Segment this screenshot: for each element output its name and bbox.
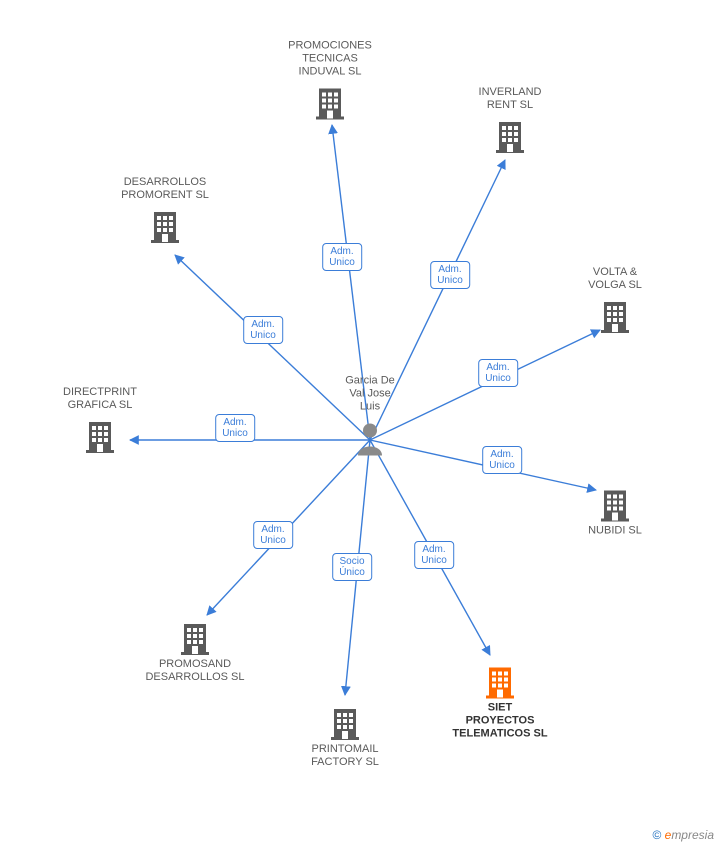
edge-label: Adm. Unico [478, 359, 518, 387]
edge-label: Adm. Unico [482, 446, 522, 474]
company-node-printomail: PRINTOMAIL FACTORY SL [285, 701, 405, 769]
edge-label: Adm. Unico [253, 521, 293, 549]
edge-label: Adm. Unico [322, 243, 362, 271]
building-icon [270, 81, 390, 121]
building-icon [40, 414, 160, 454]
building-icon [555, 483, 675, 523]
building-icon [450, 114, 570, 154]
network-canvas: Garcia De Val Jose Luis PROMOCIONES TECN… [0, 0, 728, 850]
company-node-directprint: DIRECTPRINT GRAFICA SL [40, 386, 160, 454]
edge-label: Adm. Unico [414, 541, 454, 569]
company-node-siet: SIET PROYECTOS TELEMATICOS SL [440, 660, 560, 741]
company-node-desarrollos: DESARROLLOS PROMORENT SL [105, 176, 225, 244]
copyright-symbol: © [652, 828, 661, 842]
node-label: PRINTOMAIL FACTORY SL [285, 743, 405, 769]
building-icon [135, 616, 255, 656]
node-label: DESARROLLOS PROMORENT SL [105, 176, 225, 202]
node-label: Garcia De Val Jose Luis [310, 375, 430, 414]
company-node-promociones: PROMOCIONES TECNICAS INDUVAL SL [270, 40, 390, 121]
edge-label: Adm. Unico [430, 261, 470, 289]
building-icon [105, 204, 225, 244]
node-label: PROMOSAND DESARROLLOS SL [135, 658, 255, 684]
company-node-inverland: INVERLAND RENT SL [450, 86, 570, 154]
company-node-promosand: PROMOSAND DESARROLLOS SL [135, 616, 255, 684]
person-icon [310, 416, 430, 456]
node-label: VOLTA & VOLGA SL [555, 266, 675, 292]
node-label: INVERLAND RENT SL [450, 86, 570, 112]
edge-label: Adm. Unico [215, 414, 255, 442]
center-person-node: Garcia De Val Jose Luis [310, 375, 430, 456]
building-icon [555, 294, 675, 334]
brand-rest: mpresia [671, 828, 714, 842]
edge-label: Socio Único [332, 553, 372, 581]
node-label: PROMOCIONES TECNICAS INDUVAL SL [270, 40, 390, 79]
company-node-nubidi: NUBIDI SL [555, 483, 675, 538]
footer-attribution: © empresia [652, 828, 714, 842]
node-label: SIET PROYECTOS TELEMATICOS SL [440, 702, 560, 741]
edge-label: Adm. Unico [243, 316, 283, 344]
building-icon [285, 701, 405, 741]
node-label: NUBIDI SL [555, 525, 675, 538]
company-node-volta: VOLTA & VOLGA SL [555, 266, 675, 334]
node-label: DIRECTPRINT GRAFICA SL [40, 386, 160, 412]
building-icon [440, 660, 560, 700]
